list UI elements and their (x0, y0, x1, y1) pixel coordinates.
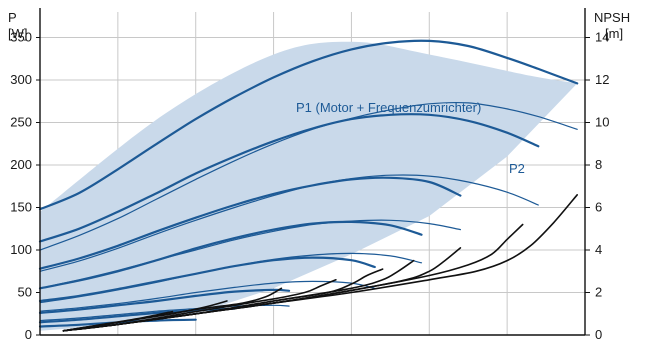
npsh-curve-22 (62, 310, 174, 332)
left-tick-label: 300 (10, 72, 32, 87)
left-tick-label: 150 (10, 200, 32, 215)
npsh-curve-19 (62, 279, 337, 332)
p1-curve-6 (38, 220, 423, 290)
right-tick-label: 4 (595, 242, 602, 257)
right-axis-unit: [m] (605, 26, 623, 41)
right-tick-label: 12 (595, 72, 609, 87)
right-tick-label: 0 (595, 327, 602, 341)
right-tick-label: 14 (595, 30, 609, 45)
p1-curve-8 (38, 256, 376, 303)
left-axis-title: P (8, 10, 17, 25)
p2-curve-label: P2 (509, 161, 525, 176)
p1-curve-12 (38, 307, 236, 324)
right-tick-label: 6 (595, 200, 602, 215)
p1-curve-4 (38, 176, 462, 270)
left-tick-label: 200 (10, 157, 32, 172)
left-tick-label: 100 (10, 242, 32, 257)
right-tick-label: 10 (595, 115, 609, 130)
left-tick-label: 0 (25, 327, 32, 341)
p2-curve-11 (39, 304, 290, 322)
right-tick-label: 8 (595, 157, 602, 172)
p1-curve-10 (38, 288, 291, 314)
p1-curve-0 (38, 39, 579, 211)
axes: 0 50 100 150 200 250 300 350 0 2 4 6 8 10 12 14 (10, 8, 609, 341)
curves (38, 39, 579, 332)
right-axis-title: NPSH (594, 10, 630, 25)
p1-curve-2 (38, 113, 540, 243)
right-tick-label: 2 (595, 285, 602, 300)
left-axis-unit: [W] (8, 26, 28, 41)
p1-curve-label: P1 (Motor + Frequenzumrichter) (296, 100, 481, 115)
left-tick-label: 250 (10, 115, 32, 130)
left-tick-label: 350 (10, 30, 32, 45)
left-tick-label: 50 (18, 285, 32, 300)
